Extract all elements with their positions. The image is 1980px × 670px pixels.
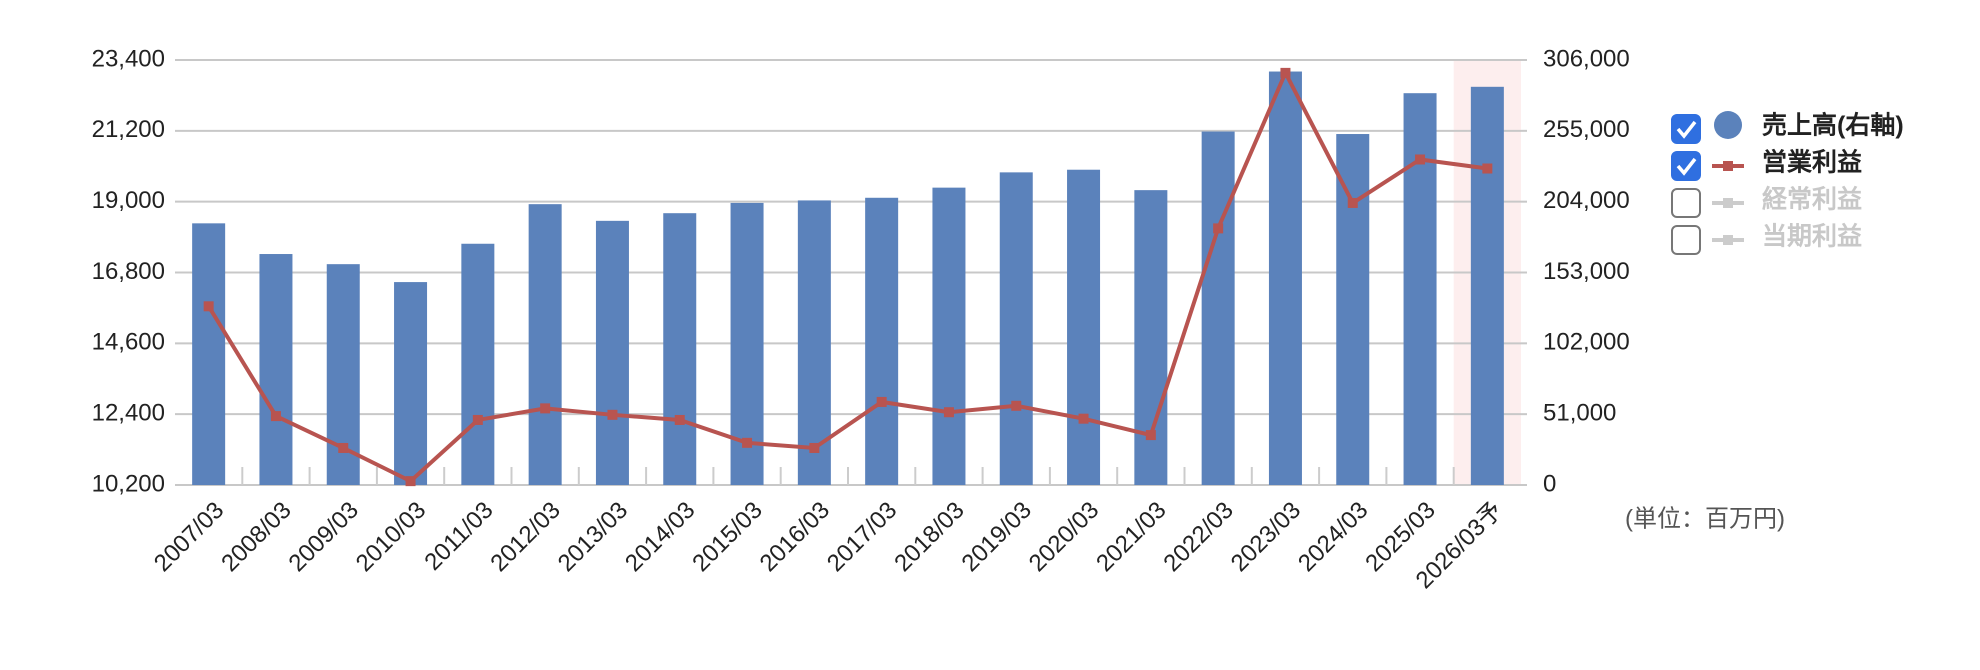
legend-symbol (1723, 198, 1733, 208)
line-marker (472, 414, 483, 425)
legend-checkbox (1671, 114, 1701, 144)
legend-checkbox (1671, 151, 1701, 181)
x-tick-label: 2016/03 (755, 497, 835, 577)
x-tick-label: 2014/03 (620, 497, 700, 577)
bar (1403, 93, 1437, 485)
x-tick-label: 2012/03 (485, 497, 565, 577)
legend-item[interactable]: 売上高(右軸) (1671, 111, 1904, 144)
x-tick-label: 2024/03 (1293, 497, 1373, 577)
line-marker (1213, 223, 1224, 234)
bar (528, 204, 562, 485)
line-marker (607, 409, 618, 420)
bar (1470, 86, 1504, 486)
y2-tick-label: 0 (1543, 470, 1556, 497)
legend-item[interactable]: 経常利益 (1671, 185, 1862, 218)
y2-tick-label: 255,000 (1543, 116, 1630, 143)
y-tick-label: 16,800 (92, 258, 165, 285)
unit-note: (単位：百万円) (1625, 505, 1785, 532)
x-tick-label: 2007/03 (149, 497, 229, 577)
line-marker (1482, 163, 1493, 174)
legend-checkbox (1671, 225, 1701, 255)
line-marker (943, 407, 954, 418)
legend-symbol (1723, 235, 1733, 245)
x-tick-label: 2023/03 (1226, 497, 1306, 577)
legend-text: 売上高(右軸) (1762, 111, 1904, 140)
bar (595, 220, 629, 486)
line-marker (742, 437, 753, 448)
bar (1268, 71, 1302, 486)
y2-tick-label: 153,000 (1543, 258, 1630, 285)
x-tick-label: 2011/03 (419, 497, 498, 576)
legend-text: 営業利益 (1762, 149, 1862, 177)
legend-text: 経常利益 (1762, 185, 1862, 214)
x-tick-label: 2020/03 (1024, 497, 1104, 577)
x-tick-label: 2017/03 (822, 497, 902, 577)
bar (259, 254, 293, 485)
x-tick-label: 2021/03 (1091, 497, 1171, 577)
x-tick-label: 2013/03 (553, 497, 633, 577)
bar (663, 213, 697, 485)
line-marker (270, 411, 281, 422)
check-mark (1676, 120, 1697, 139)
x-tick-label: 2022/03 (1158, 497, 1238, 577)
line-marker (1280, 67, 1291, 78)
y-tick-label: 14,600 (92, 329, 165, 356)
bar (999, 172, 1033, 485)
bar (1201, 131, 1235, 485)
x-tick-label: 2008/03 (216, 497, 296, 577)
bar (932, 187, 966, 485)
legend-item[interactable]: 営業利益 (1671, 149, 1862, 181)
legend-text: 当期利益 (1762, 223, 1862, 251)
check-mark (1676, 157, 1697, 176)
y-tick-label: 21,200 (92, 116, 165, 143)
line (206, 68, 1488, 484)
y2-tick-label: 51,000 (1543, 400, 1616, 427)
bar (461, 243, 495, 485)
line-marker (1415, 154, 1426, 165)
line-marker (809, 442, 820, 453)
x-tick-label: 2018/03 (889, 497, 969, 577)
y2-tick-label: 102,000 (1543, 329, 1630, 356)
line-marker (876, 396, 887, 407)
line-marker (674, 414, 685, 425)
legend-symbol (1714, 111, 1742, 139)
bar (865, 197, 899, 485)
line-marker (405, 476, 416, 487)
y-tick-label: 23,400 (92, 45, 165, 72)
line-marker (1078, 413, 1089, 424)
bar (1134, 190, 1168, 485)
bar (394, 282, 428, 485)
bar (192, 223, 226, 486)
x-tick-label: 2019/03 (957, 497, 1037, 577)
line-marker (338, 442, 349, 453)
legend-checkbox (1671, 188, 1701, 218)
bar (797, 200, 831, 485)
line-marker (1145, 430, 1156, 441)
legend-item[interactable]: 当期利益 (1671, 223, 1862, 255)
line-marker (1011, 400, 1022, 411)
y2-tick-label: 306,000 (1543, 45, 1630, 72)
y2-tick-label: 204,000 (1543, 187, 1630, 214)
line-marker (1347, 197, 1358, 208)
x-tick-label: 2010/03 (351, 497, 431, 577)
bar (1067, 169, 1101, 485)
y-tick-label: 10,200 (92, 470, 165, 497)
y-tick-label: 19,000 (92, 187, 165, 214)
x-tick-label: 2015/03 (687, 497, 767, 577)
y-tick-label: 12,400 (92, 400, 165, 427)
line-marker (540, 403, 551, 414)
x-tick-label: 2009/03 (284, 497, 364, 577)
line-marker (203, 301, 214, 312)
legend-symbol (1723, 161, 1733, 171)
bar (1336, 134, 1370, 485)
